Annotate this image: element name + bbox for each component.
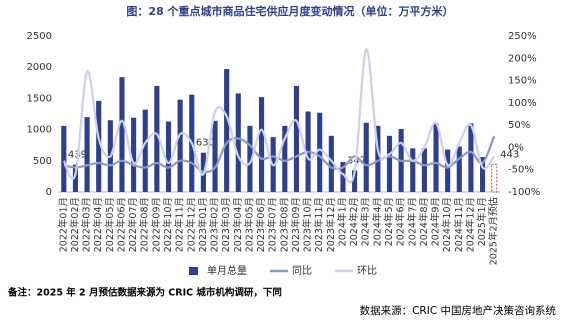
x-tick-label: 2024年8月 bbox=[418, 197, 430, 246]
x-tick-label: 2023年01月 bbox=[197, 197, 209, 252]
y2-tick-label: 250% bbox=[508, 31, 537, 42]
x-tick-label: 2024年11月 bbox=[453, 197, 465, 252]
y-tick-label: 1000 bbox=[27, 125, 52, 136]
bar bbox=[165, 121, 172, 192]
legend-swatch bbox=[189, 267, 198, 275]
x-tick-label: 2022年12月 bbox=[185, 197, 197, 252]
x-tick-label: 2022年08月 bbox=[139, 197, 151, 252]
y2-tick-label: -100% bbox=[508, 187, 540, 198]
x-tick-label: 2023年07月 bbox=[267, 197, 279, 252]
legend-label: 单月总量 bbox=[207, 264, 247, 277]
bar bbox=[386, 135, 393, 192]
x-tick-label: 2022年04月 bbox=[92, 197, 104, 252]
bar bbox=[84, 117, 90, 192]
bar bbox=[479, 157, 486, 192]
x-tick-label: 2024年6月 bbox=[395, 197, 407, 246]
source: 数据来源：CRIC 中国房地产决策咨询系统 bbox=[360, 304, 557, 317]
x-tick-label: 2023年10月 bbox=[302, 197, 314, 252]
bar bbox=[61, 125, 67, 192]
bar bbox=[293, 85, 300, 192]
x-tick-label: 2023年05月 bbox=[243, 197, 255, 252]
y-tick-label: 1500 bbox=[27, 93, 52, 104]
x-tick-label: 2024年10月 bbox=[441, 197, 453, 252]
bar bbox=[491, 163, 498, 193]
x-tick-label: 2023年09月 bbox=[290, 197, 302, 252]
bar bbox=[96, 100, 102, 192]
bar bbox=[375, 125, 381, 192]
x-tick-label: 2023年03月 bbox=[220, 197, 232, 252]
x-tick-label: 2023年04月 bbox=[232, 197, 244, 252]
x-tick-label: 2025年2月预估 bbox=[488, 197, 500, 266]
bar bbox=[282, 125, 288, 192]
bar bbox=[340, 162, 346, 192]
bar bbox=[142, 109, 148, 192]
bar bbox=[410, 148, 416, 192]
x-tick-label: 2022年11月 bbox=[174, 197, 186, 252]
x-tick-label: 2024年5月 bbox=[383, 197, 395, 246]
y-tick-label: 2500 bbox=[27, 31, 52, 42]
y-tick-label: 0 bbox=[46, 187, 52, 198]
x-tick-label: 2022年10月 bbox=[162, 197, 174, 252]
bar bbox=[131, 117, 137, 192]
legend-label: 环比 bbox=[357, 265, 377, 277]
x-tick-label: 2023年12月 bbox=[325, 197, 337, 252]
x-tick-label: 2024年2月 bbox=[348, 197, 360, 246]
x-tick-label: 2024年12月 bbox=[464, 197, 476, 252]
note: 备注：2025 年 2 月预估数据来源为 CRIC 城市机构调研，下同 bbox=[7, 287, 282, 299]
bar bbox=[317, 112, 323, 192]
bar bbox=[456, 146, 462, 192]
bar bbox=[363, 122, 369, 192]
x-tick-label: 2024年7月 bbox=[406, 197, 418, 246]
bar bbox=[154, 85, 160, 192]
y-tick-label: 500 bbox=[33, 156, 52, 167]
y-tick-label: 2000 bbox=[27, 62, 52, 73]
x-tick-label: 2023年11月 bbox=[313, 197, 325, 252]
bar bbox=[177, 99, 183, 192]
bar bbox=[119, 77, 125, 192]
bar bbox=[421, 148, 427, 192]
x-tick-label: 2022年06月 bbox=[115, 197, 127, 252]
legend-label: 同比 bbox=[292, 265, 312, 277]
x-tick-label: 2022年07月 bbox=[127, 197, 139, 252]
chart-title: 图：28 个重点城市商品住宅供应月度变动情况（单位：万平方米） bbox=[126, 4, 453, 18]
bar bbox=[224, 69, 230, 192]
data-label: 630 bbox=[196, 138, 215, 149]
y2-tick-label: 0% bbox=[508, 142, 524, 153]
x-tick-label: 2023年06月 bbox=[255, 197, 267, 252]
data-label: 443 bbox=[500, 149, 519, 160]
x-tick-label: 2024年4月 bbox=[371, 197, 383, 246]
x-tick-label: 2022年05月 bbox=[104, 197, 116, 252]
x-tick-label: 2024年3月 bbox=[360, 197, 372, 246]
bar bbox=[247, 125, 253, 192]
x-tick-label: 2024年9月 bbox=[430, 197, 442, 246]
y2-tick-label: 200% bbox=[508, 53, 537, 64]
bar bbox=[258, 97, 265, 192]
x-tick-label: 2025年1月 bbox=[476, 197, 488, 246]
bar bbox=[433, 123, 439, 192]
bar bbox=[212, 120, 218, 192]
bar bbox=[72, 164, 79, 192]
x-tick-label: 2022年09月 bbox=[150, 197, 162, 252]
x-tick-label: 2022年03月 bbox=[81, 197, 93, 252]
bar bbox=[445, 149, 451, 192]
x-tick-label: 2023年08月 bbox=[278, 197, 290, 252]
x-tick-label: 2024年1月 bbox=[336, 197, 348, 246]
bar bbox=[235, 93, 241, 192]
x-tick-label: 2022年02月 bbox=[69, 197, 81, 252]
bar bbox=[328, 135, 334, 192]
bar bbox=[352, 170, 358, 192]
line bbox=[63, 135, 496, 174]
y2-tick-label: 50% bbox=[508, 120, 530, 131]
y2-tick-label: 100% bbox=[508, 98, 537, 109]
x-tick-label: 2023年02月 bbox=[209, 197, 221, 252]
x-tick-label: 2022年01月 bbox=[57, 197, 69, 252]
y2-tick-label: 150% bbox=[508, 76, 537, 87]
y2-tick-label: -50% bbox=[508, 165, 534, 176]
bar bbox=[468, 123, 474, 192]
line bbox=[62, 48, 496, 184]
